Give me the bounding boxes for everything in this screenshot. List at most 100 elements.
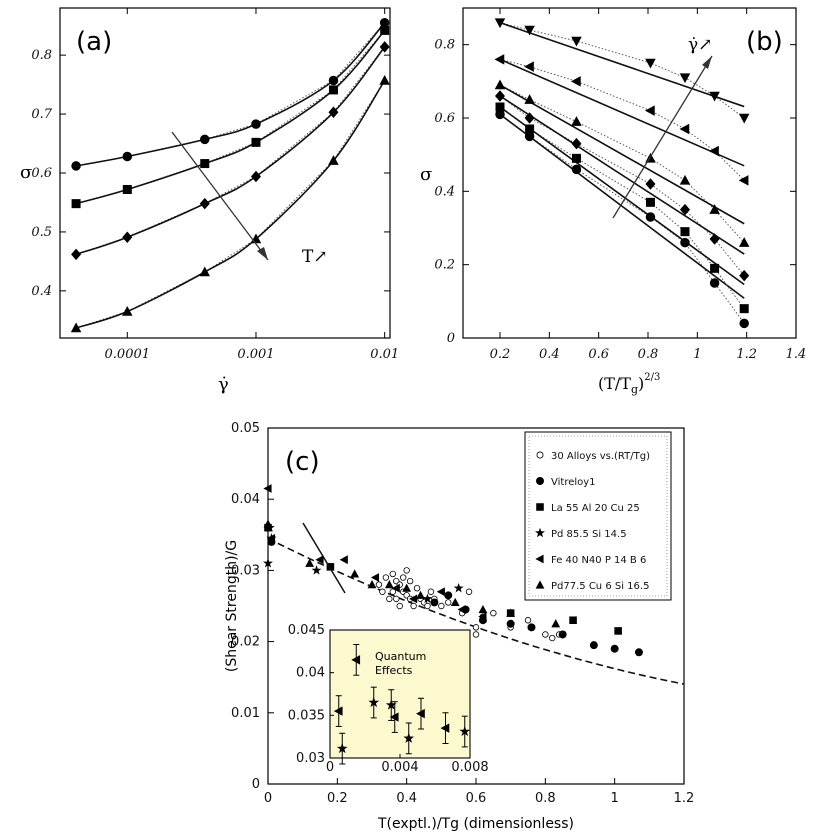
panel-c-point-triangle-left (391, 583, 400, 593)
panel-c-point-triangle (551, 619, 561, 628)
panel-b-point-triangle (524, 94, 535, 104)
x-tick-label: 0 (264, 791, 272, 806)
panel-c-point-triangle (402, 583, 412, 592)
panel-b-annotation: γ̇↗ (688, 35, 712, 55)
x-tick-label: 1.2 (736, 347, 757, 362)
panel-c-point-triangle (350, 569, 360, 578)
panel-c-point-triangle (450, 597, 460, 607)
panel-c-point-triangle-left (408, 594, 418, 604)
panel-b-point-triangle-down (571, 36, 582, 47)
legend-marker-star (535, 527, 545, 538)
x-tick-label: 1.2 (674, 791, 695, 806)
legend-label: 30 Alloys vs.(RT/Tg) (551, 451, 650, 462)
panel-b-point-triangle (709, 204, 720, 214)
panel-c-point-open-circle (379, 588, 386, 595)
panel-c-point-triangle (506, 608, 516, 617)
panel-a-point-circle (71, 161, 81, 171)
panel-a-point-square (122, 185, 132, 194)
panel-b-point-triangle-left (679, 123, 690, 135)
panel-a-dotted-line (75, 30, 386, 205)
panel-b-point-square (571, 153, 581, 163)
legend-label: Vitreloy1 (551, 477, 596, 488)
panel-c-label: (c) (285, 447, 320, 477)
panel-a-arrow-head (257, 247, 268, 260)
legend-label: La 55 Al 20 Cu 25 (551, 503, 640, 514)
panel-a-annotation: T↗ (302, 247, 328, 267)
panel-a-fit-curve (75, 29, 386, 205)
panel-a-point-diamond (379, 41, 390, 53)
panel-b: (b) σ (T/Tg)2/3 0.2 0.4 0.6 0.8 1 1.2 1.4 0 0.2 0… (420, 7, 807, 396)
panel-b-point-circle (571, 164, 582, 175)
panel-c-point-open-circle (406, 577, 414, 585)
panel-b-fit-line (499, 58, 745, 167)
panel-c-point-triangle (416, 590, 425, 599)
panel-b-frame (462, 7, 797, 339)
x-tick-label: 1.4 (786, 347, 807, 362)
panel-b-dotted-line (499, 113, 745, 324)
panel-c-point-circle (527, 623, 536, 632)
panel-b-point-diamond (709, 233, 720, 245)
panel-c-point-open-circle (389, 570, 397, 578)
panel-a: (a) σ γ̇ 0.0001 0.001 0.010.40.50.60.70.8 … (20, 7, 399, 395)
panel-b-point-triangle-left (494, 54, 505, 65)
y-tick-label: 0.7 (31, 107, 52, 122)
y-tick-label: 0.045 (288, 623, 325, 638)
legend-frame (524, 431, 672, 601)
panel-b-point-circle (495, 109, 505, 120)
panel-b-point-triangle-down (494, 18, 506, 29)
panel-b-point-triangle-down (709, 91, 720, 102)
panel-c-point-open-circle (427, 588, 435, 595)
panel-c-inset-pointer (302, 522, 346, 594)
panel-b-point-triangle-left (738, 175, 749, 186)
panel-a-xlabel: γ̇ (218, 374, 229, 395)
y-tick-label: 0.04 (296, 666, 325, 681)
y-tick-label: 0.05 (231, 421, 260, 436)
panel-b-point-triangle-left (644, 105, 655, 116)
inset-point-triangle-left (440, 723, 450, 733)
panel-b-point-circle (680, 237, 690, 248)
panel-a-point-triangle (328, 155, 339, 165)
panel-a-fit-curve (75, 46, 386, 256)
panel-c-point-open-circle (399, 574, 407, 581)
panel-b-dotted-line (499, 84, 745, 244)
panel-b-point-diamond (571, 137, 582, 150)
panel-b-dotted-line (499, 106, 745, 309)
panel-a-point-diamond (328, 106, 339, 119)
panel-c-point-open-circle (465, 588, 473, 595)
panel-a-label: (a) (76, 27, 112, 57)
panel-b-point-square (739, 304, 749, 314)
inset-annotation-line2: Effects (375, 664, 413, 677)
x-tick-label: 0.6 (466, 791, 487, 806)
panel-c-point-circle (558, 630, 567, 639)
panel-b-trend-arrow (612, 55, 713, 219)
panel-a-point-diamond (199, 197, 210, 210)
panel-a-point-diamond (122, 231, 133, 243)
legend-marker-triangle (535, 580, 545, 589)
panel-c-point-triangle-left (263, 484, 272, 493)
panel-b-point-circle (524, 131, 535, 142)
panel-a-point-triangle (379, 74, 390, 85)
panel-c-point-circle (610, 644, 619, 653)
inset-point-triangle-left (416, 708, 425, 719)
panel-b-label: (b) (746, 27, 783, 57)
panel-b-point-triangle (679, 174, 691, 185)
panel-a-point-circle (122, 151, 133, 162)
panel-b-point-square (645, 197, 655, 207)
panel-a-point-triangle (70, 322, 82, 333)
panel-b-point-triangle (494, 79, 506, 90)
panel-b-point-triangle (571, 116, 582, 126)
panel-c-point-triangle-left (339, 555, 348, 565)
panel-a-point-diamond (250, 170, 261, 183)
x-tick-label: 0.01 (370, 347, 399, 362)
panel-c-point-circle (634, 648, 643, 657)
panel-c-point-star (453, 582, 464, 593)
panel-b-point-diamond (680, 203, 690, 216)
panel-b-fit-line (499, 106, 745, 286)
panel-c-point-circle (589, 641, 598, 650)
panel-c-xlabel: T(exptl.)/Tg (dimensionless) (377, 816, 574, 832)
panel-b-point-triangle-down (738, 113, 750, 124)
x-tick-label: 0.0001 (105, 347, 151, 362)
inset-point-star (385, 699, 397, 710)
y-tick-label: 0.4 (31, 284, 52, 299)
